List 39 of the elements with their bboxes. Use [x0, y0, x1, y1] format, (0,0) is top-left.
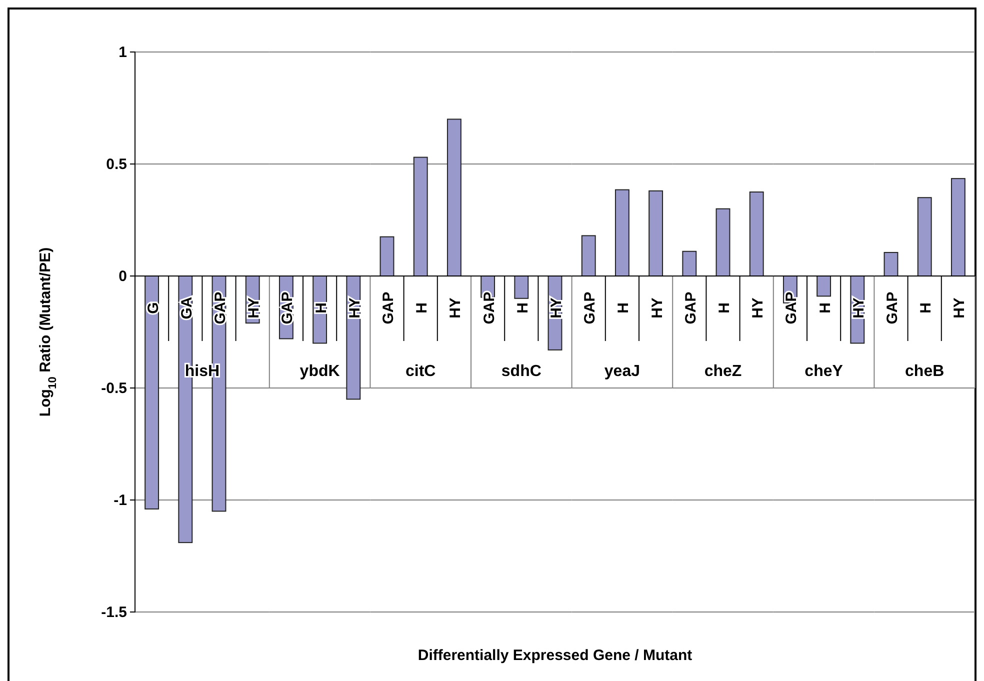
- x-axis-title: cheB: [905, 363, 944, 380]
- y-tick-label: 1: [118, 44, 127, 61]
- x-tick-label: HY: [648, 298, 666, 318]
- x-tick-label: G: [144, 302, 162, 314]
- x-tick-label: HY: [750, 298, 767, 318]
- x-tick-label: GA: [178, 296, 196, 320]
- x-tick-label: HY: [346, 298, 364, 318]
- x-tick-label: GAP: [380, 292, 397, 324]
- text: Differentially Expressed Gene / Mutant: [418, 647, 692, 664]
- x-tick-label: H: [312, 302, 330, 314]
- x-tick-label: HY: [246, 298, 263, 318]
- x-tick-label: H: [918, 302, 935, 314]
- x-tick-label: GAP: [783, 292, 800, 324]
- x-tick-label: GAP: [682, 292, 700, 324]
- x-axis-title: cheZ: [704, 363, 742, 380]
- x-tick-label: H: [615, 302, 632, 314]
- y-tick-label: -0.5: [101, 380, 127, 397]
- y-tick-label: 0: [118, 268, 127, 285]
- y-tick-label: -1.5: [101, 604, 127, 621]
- x-axis-title: sdhC: [501, 363, 542, 380]
- x-tick-label: H: [414, 302, 431, 314]
- x-axis-title: yeaJ: [604, 363, 640, 380]
- x-tick-label: HY: [447, 298, 464, 318]
- x-tick-label: H: [514, 302, 532, 314]
- x-axis-title: cheY: [804, 363, 844, 380]
- x-tick-label: H: [716, 302, 733, 314]
- x-tick-label: GAP: [212, 292, 229, 324]
- x-axis-title: citC: [405, 363, 436, 380]
- x-tick-label: GAP: [884, 292, 901, 324]
- x-tick-label: GAP: [480, 292, 498, 324]
- x-tick-label: GAP: [582, 292, 599, 324]
- x-tick-label: H: [816, 302, 834, 314]
- x-tick-label: GAP: [279, 292, 296, 324]
- x-tick-label: HY: [548, 298, 565, 318]
- y-tick-label: 0.5: [106, 156, 127, 173]
- x-tick-label: HY: [951, 298, 968, 318]
- x-axis-title: ybdK: [300, 363, 340, 380]
- y-tick-label: -1: [114, 492, 127, 509]
- x-tick-label: HY: [850, 298, 868, 318]
